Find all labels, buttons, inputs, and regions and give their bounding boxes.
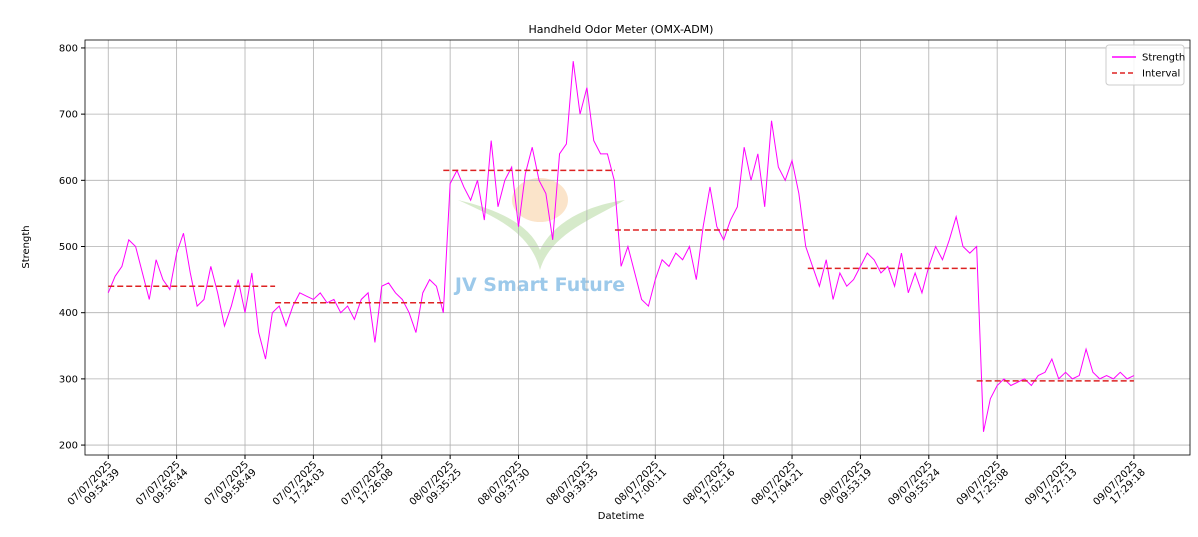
x-tick-label: 09/07/202517:27:13	[1023, 459, 1079, 515]
x-tick-label: 09/07/202509:55:24	[886, 459, 942, 515]
plot-frame	[84, 39, 1191, 456]
x-tick-label: 07/07/202517:26:08	[339, 459, 395, 515]
x-tick-label: 08/07/202509:35:25	[408, 459, 464, 515]
x-tick-label: 08/07/202517:00:11	[613, 459, 669, 515]
x-tick-label: 07/07/202509:56:44	[134, 459, 190, 515]
chart-title: Handheld Odor Meter (OMX-ADM)	[529, 23, 714, 36]
legend-label: Strength	[1142, 53, 1185, 64]
watermark-logo	[458, 178, 625, 270]
x-tick-label: 08/07/202517:02:16	[681, 459, 737, 515]
x-axis-label: Datetime	[598, 511, 645, 522]
y-tick-label: 600	[59, 176, 78, 187]
strength-line	[107, 61, 1135, 432]
x-tick-label: 07/07/202509:58:49	[203, 459, 259, 515]
x-tick-label: 09/07/202517:25:08	[955, 459, 1011, 515]
x-tick-label: 08/07/202517:04:21	[750, 459, 806, 515]
y-tick-label: 200	[59, 441, 78, 452]
x-tick-label: 08/07/202509:39:35	[544, 459, 600, 515]
x-tick-label: 07/07/202517:24:03	[271, 459, 327, 515]
x-tick-label: 09/07/202509:53:19	[818, 459, 874, 515]
x-tick-label: 07/07/202509:54:39	[66, 459, 122, 515]
y-axis-label: Strength	[21, 225, 32, 268]
y-tick-label: 500	[59, 242, 78, 253]
y-tick-label: 300	[59, 374, 78, 385]
x-tick-label: 08/07/202509:37:30	[476, 459, 532, 515]
watermark: JV Smart Future	[453, 274, 625, 296]
y-tick-label: 800	[59, 43, 78, 54]
legend-box	[1105, 44, 1185, 86]
y-tick-label: 400	[59, 308, 78, 319]
x-tick-label: 09/07/202517:29:18	[1092, 459, 1148, 515]
legend-label: Interval	[1142, 69, 1180, 80]
y-tick-label: 700	[59, 110, 78, 121]
